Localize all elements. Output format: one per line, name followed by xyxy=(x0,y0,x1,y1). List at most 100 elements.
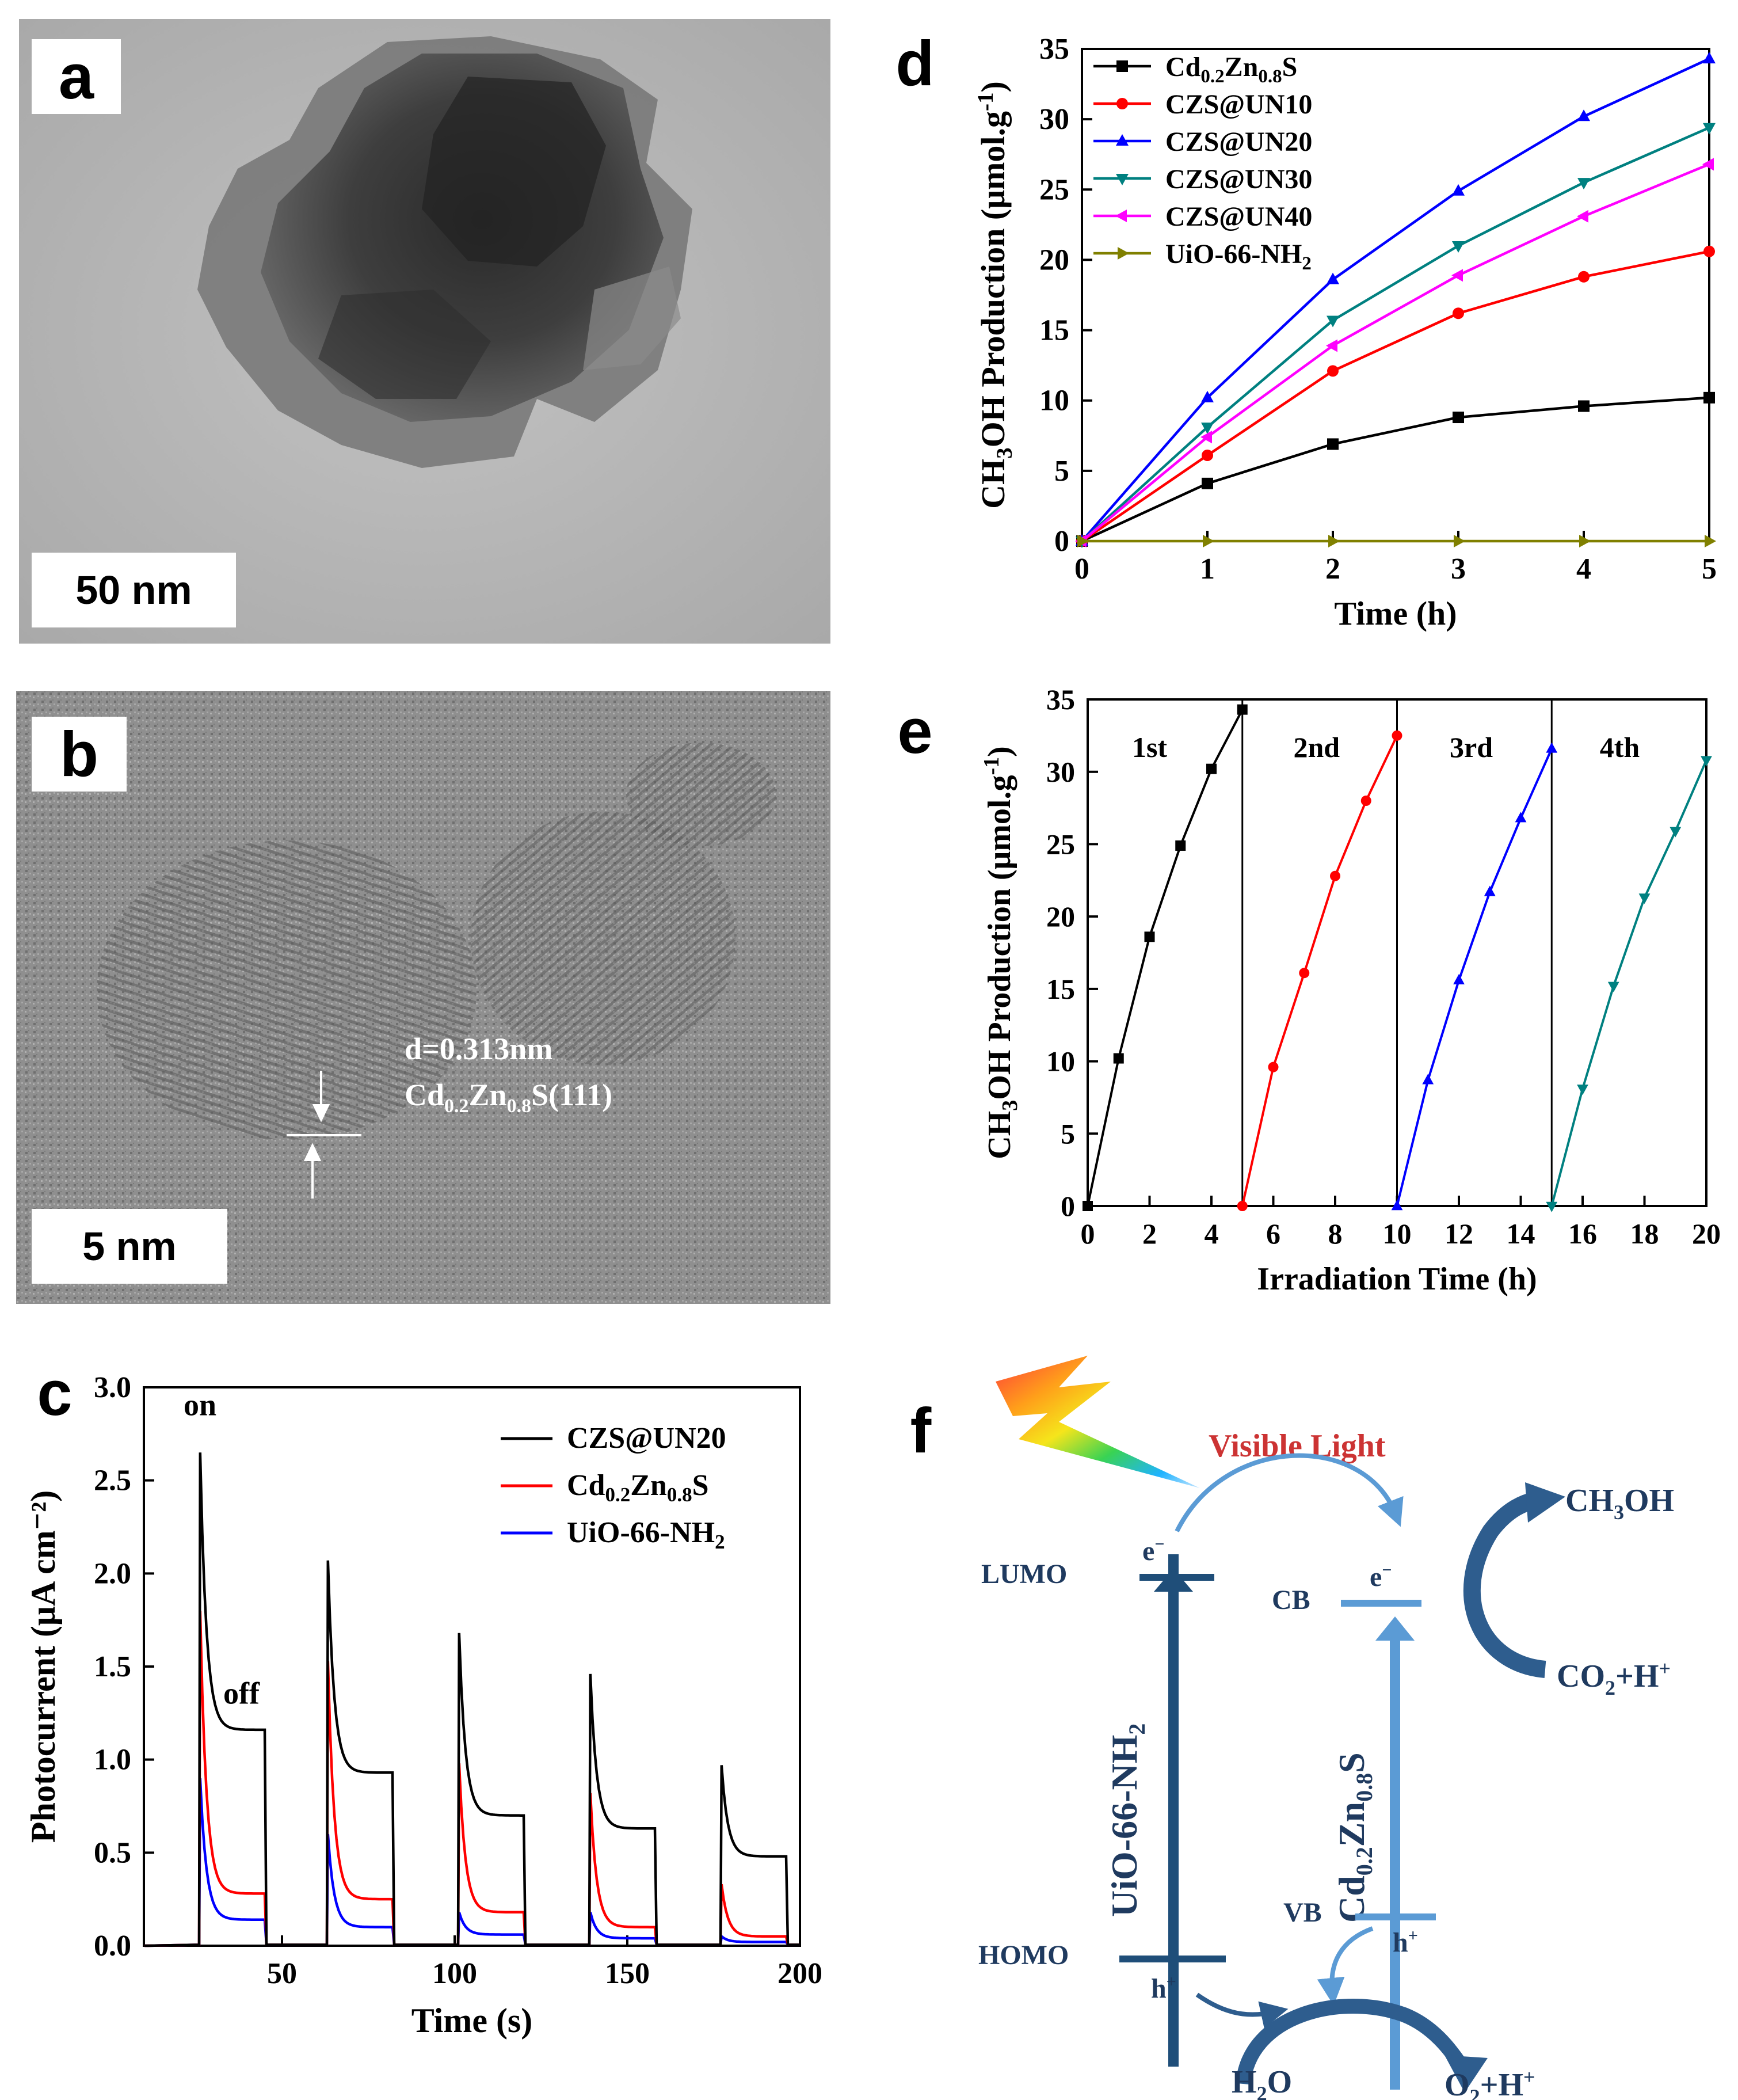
data-point-CZS@UN30 xyxy=(1327,315,1339,328)
legend-label: UiO-66-NH2 xyxy=(567,1516,725,1553)
x-tick-label: 5 xyxy=(1702,553,1717,585)
d-spacing-label: d=0.313nm xyxy=(405,1032,552,1066)
series-line-UiO-66-NH2 xyxy=(144,1778,799,1947)
data-point-cycle-3rd xyxy=(1546,742,1558,753)
x-tick-label: 0 xyxy=(1081,1218,1095,1250)
series-line-CZS@UN20 xyxy=(1081,58,1710,542)
lumo-label: LUMO xyxy=(981,1559,1067,1589)
y-tick-label: 25 xyxy=(1046,828,1075,860)
data-point-cycle-4th xyxy=(1577,1085,1588,1095)
series-line-Cd0.2Zn0.8S xyxy=(144,1610,799,1947)
y-tick-label: 1.0 xyxy=(94,1744,131,1776)
homo-hole: h+ xyxy=(1151,1972,1176,2004)
co2-reduction-arrow xyxy=(1463,1491,1546,1678)
uio-excitation-arrowhead xyxy=(1154,1569,1193,1592)
ch3oh-label: CH3OH xyxy=(1565,1483,1674,1524)
panel-a-scale-bar: 50 nm xyxy=(32,553,236,627)
cycle-label: 4th xyxy=(1600,731,1640,763)
y-tick-label: 15 xyxy=(1039,314,1069,347)
data-point-Cd0.2Zn0.8S xyxy=(1703,391,1715,404)
data-point-cycle-1st xyxy=(1237,704,1248,715)
x-tick-label: 1 xyxy=(1200,553,1215,585)
legend-label: CZS@UN20 xyxy=(1165,127,1312,157)
data-point-cycle-4th xyxy=(1701,756,1712,767)
data-point-UiO-66-NH2 xyxy=(1203,535,1214,547)
y-tick-label: 2.5 xyxy=(94,1464,131,1497)
x-tick-label: 8 xyxy=(1328,1218,1343,1250)
x-axis-label: Time (s) xyxy=(411,2002,533,2040)
legend-label: UiO-66-NH2 xyxy=(1165,239,1312,274)
data-point-cycle-1st xyxy=(1144,931,1155,942)
y-tick-label: 20 xyxy=(1039,244,1069,276)
y-tick-label: 5 xyxy=(1054,455,1069,488)
x-tick-label: 4 xyxy=(1205,1218,1219,1250)
czs-band-label: Cd0.2Zn0.8S xyxy=(1331,1752,1377,1923)
homo-hole-transfer-arrow xyxy=(1195,1992,1289,2029)
y-tick-label: 30 xyxy=(1046,756,1075,788)
annotation-on: on xyxy=(184,1388,216,1422)
water-oxidation-arrowhead xyxy=(1444,2055,1488,2093)
panel-a-letter: a xyxy=(32,39,121,114)
lightning-icon xyxy=(996,1356,1200,1488)
data-point-CZS@UN40 xyxy=(1200,431,1212,444)
cycle-label: 3rd xyxy=(1450,731,1493,763)
x-axis-label: Time (h) xyxy=(1334,595,1457,632)
y-tick-label: 3.0 xyxy=(94,1371,131,1404)
legend-marker xyxy=(1118,247,1129,260)
data-point-cycle-1st xyxy=(1083,1201,1093,1211)
data-point-UiO-66-NH2 xyxy=(1705,535,1716,547)
legend-label: Cd0.2Zn0.8S xyxy=(1165,52,1297,87)
data-point-CZS@UN40 xyxy=(1577,210,1588,223)
y-tick-label: 0.0 xyxy=(94,1930,131,1962)
data-point-CZS@UN40 xyxy=(1451,269,1463,282)
x-tick-label: 50 xyxy=(267,1957,297,1990)
panel-b-letter: b xyxy=(32,717,127,792)
series-line-CZS@UN40 xyxy=(1081,163,1710,542)
legend-label: CZS@UN40 xyxy=(1165,201,1312,232)
uio-excitation-bar xyxy=(1168,1554,1179,2067)
data-point-cycle-2nd xyxy=(1392,730,1402,741)
x-tick-label: 150 xyxy=(605,1957,650,1990)
chart-c-photocurrent: 50 100 150 200 0.0 0.5 1.0 1.5 2.0 2.5 3.0 Time (s)… xyxy=(24,1371,822,2040)
data-point-CZS@UN20 xyxy=(1703,52,1716,64)
y-tick-label: 0 xyxy=(1054,525,1069,558)
x-tick-label: 2 xyxy=(1325,553,1340,585)
cycle-label: 1st xyxy=(1132,731,1167,763)
x-tick-label: 10 xyxy=(1383,1218,1412,1250)
data-point-cycle-3rd xyxy=(1484,885,1496,896)
x-tick-label: 4 xyxy=(1576,553,1591,585)
data-point-CZS@UN10 xyxy=(1703,245,1715,257)
data-point-UiO-66-NH2 xyxy=(1077,535,1089,547)
x-tick-label: 3 xyxy=(1451,553,1466,585)
x-tick-label: 16 xyxy=(1568,1218,1597,1250)
uio-band-label: UiO-66-NH2 xyxy=(1104,1724,1150,1917)
panel-f-letter: f xyxy=(910,1395,932,1466)
data-point-cycle-2nd xyxy=(1360,796,1371,806)
electron-transfer-arrow xyxy=(1175,1453,1404,1532)
vb-hole: h+ xyxy=(1393,1926,1418,1958)
co2-reduction-arrowhead xyxy=(1525,1482,1565,1523)
vb-hole-transfer-arrow xyxy=(1317,1926,1374,2006)
chart-d-methanol-production: 0 1 2 3 4 5 0 5 10 15 20 25 30 35 Time (h) CH3OH Produc… xyxy=(973,33,1717,632)
legend-label: CZS@UN30 xyxy=(1165,164,1312,195)
o2-label: O2+H+ xyxy=(1444,2065,1535,2100)
data-point-CZS@UN20 xyxy=(1452,184,1465,196)
y-tick-label: 35 xyxy=(1046,683,1075,716)
data-point-cycle-4th xyxy=(1670,827,1682,838)
hrtem-lattice-drawing xyxy=(16,691,830,1304)
data-point-CZS@UN10 xyxy=(1202,449,1213,461)
series-line-Cd0.2Zn0.8S xyxy=(1081,396,1710,543)
legend-marker xyxy=(1116,174,1129,185)
y-tick-label: 35 xyxy=(1039,33,1069,66)
data-point-CZS@UN30 xyxy=(1703,123,1716,135)
data-point-cycle-4th xyxy=(1607,981,1619,992)
lattice-plane-label: Cd0.2Zn0.8S(111) xyxy=(405,1078,612,1117)
data-point-UiO-66-NH2 xyxy=(1579,535,1591,547)
x-axis-label: Irradiation Time (h) xyxy=(1257,1261,1537,1297)
h2o-label: H2O xyxy=(1232,2064,1292,2100)
panel-e-letter: e xyxy=(897,695,933,767)
diagram-f-mechanism: Visible Light LUMO e− CB e− UiO-66-NH2 C… xyxy=(978,1356,1674,2100)
legend-marker xyxy=(1115,210,1127,222)
data-point-CZS@UN20 xyxy=(1327,272,1339,284)
data-point-CZS@UN30 xyxy=(1577,178,1590,190)
